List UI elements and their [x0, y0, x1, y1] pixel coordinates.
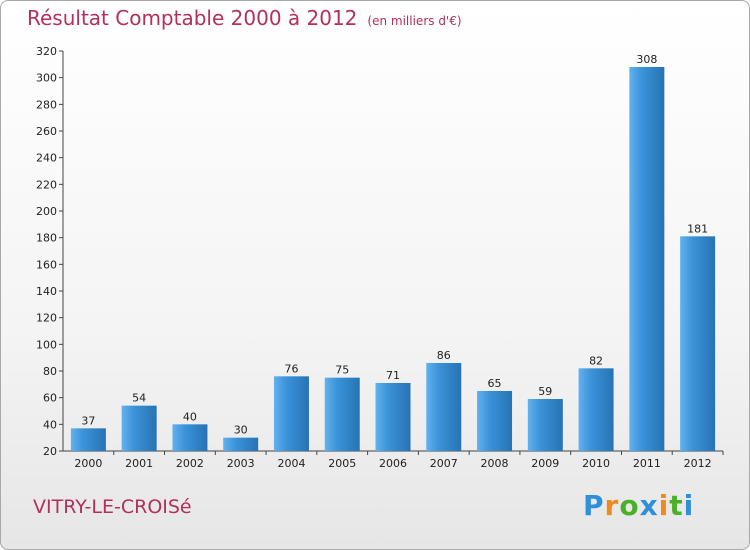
logo-letter: r — [604, 489, 620, 522]
commune-name: VITRY-LE-CROISé — [33, 496, 192, 518]
proxiti-logo: Proxiti — [583, 489, 694, 522]
logo-letter: i — [658, 489, 670, 522]
x-tick-label-2002: 2002 — [176, 457, 204, 470]
y-tick-label: 240 — [36, 152, 57, 165]
y-tick-label: 80 — [43, 365, 57, 378]
value-label-2000: 37 — [81, 414, 95, 427]
bar-2006 — [375, 383, 411, 451]
title-main: Résultat Comptable 2000 à 2012 — [27, 6, 358, 30]
y-tick-label: 320 — [36, 45, 57, 58]
bar-2003 — [223, 437, 259, 451]
x-tick-label-2009: 2009 — [531, 457, 559, 470]
logo-letter: x — [639, 489, 659, 522]
y-tick-label: 60 — [43, 392, 57, 405]
bars — [70, 67, 716, 451]
x-tick-label-2003: 2003 — [227, 457, 255, 470]
y-tick-label: 260 — [36, 125, 57, 138]
bar-2007 — [426, 363, 462, 451]
x-tick-label-2010: 2010 — [582, 457, 610, 470]
y-tick-label: 220 — [36, 178, 57, 191]
y-tick-label: 280 — [36, 98, 57, 111]
bar-2010 — [578, 368, 614, 451]
value-label-2011: 308 — [636, 53, 657, 66]
axes: 20 40 60 80 100 120 140 160 180 200 220 240 260 280 30… — [36, 45, 724, 470]
bar-2004 — [273, 376, 309, 451]
x-tick-label-2004: 2004 — [277, 457, 305, 470]
value-label-2003: 30 — [234, 424, 248, 437]
bar-2012 — [680, 236, 716, 451]
logo-letter: i — [683, 489, 695, 522]
value-label-2008: 65 — [488, 377, 502, 390]
bar-2008 — [477, 391, 513, 451]
title-unit: (en milliers d'€) — [367, 14, 462, 28]
value-label-2012: 181 — [687, 222, 708, 235]
y-tick-label: 300 — [36, 72, 57, 85]
x-tick-label-2006: 2006 — [379, 457, 407, 470]
y-tick-label: 140 — [36, 285, 57, 298]
value-label-2001: 54 — [132, 392, 146, 405]
x-tick-label-2011: 2011 — [633, 457, 661, 470]
value-label-2007: 86 — [437, 349, 451, 362]
value-label-2010: 82 — [589, 354, 603, 367]
x-tick-label-2012: 2012 — [684, 457, 712, 470]
value-label-2002: 40 — [183, 410, 197, 423]
bar-2002 — [172, 424, 208, 451]
y-tick-label: 120 — [36, 312, 57, 325]
y-tick-label: 40 — [43, 418, 57, 431]
y-tick-label: 100 — [36, 338, 57, 351]
x-tick-label-2007: 2007 — [430, 457, 458, 470]
y-tick-label: 200 — [36, 205, 57, 218]
x-tick-label-2005: 2005 — [328, 457, 356, 470]
bar-2001 — [121, 405, 157, 451]
y-tick-label: 180 — [36, 232, 57, 245]
bar-2009 — [527, 399, 563, 451]
chart-title: Résultat Comptable 2000 à 2012 (en millie… — [27, 6, 462, 30]
value-label-2009: 59 — [538, 385, 552, 398]
x-tick-label-2000: 2000 — [74, 457, 102, 470]
logo-letter: o — [619, 489, 640, 522]
logo-letter: P — [583, 489, 605, 522]
value-label-2006: 71 — [386, 369, 400, 382]
x-tick-label-2008: 2008 — [481, 457, 509, 470]
bar-2000 — [70, 428, 106, 451]
value-label-2004: 76 — [284, 362, 298, 375]
bar-2005 — [324, 377, 360, 451]
y-tick-label: 20 — [43, 445, 57, 458]
bar-2011 — [629, 67, 665, 451]
data-labels: 37 54 40 30 76 75 71 86 65 59 82 308 181 — [81, 53, 708, 437]
value-label-2005: 75 — [335, 364, 349, 377]
y-tick-label: 160 — [36, 258, 57, 271]
x-tick-label-2001: 2001 — [125, 457, 153, 470]
logo-letter: t — [669, 489, 684, 522]
